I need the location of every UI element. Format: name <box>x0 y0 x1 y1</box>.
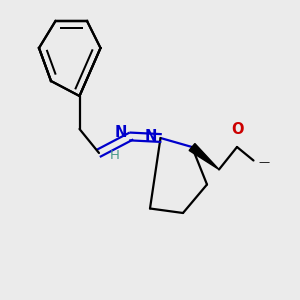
Text: O: O <box>232 122 244 137</box>
Text: N: N <box>144 129 157 144</box>
Text: —: — <box>258 157 269 167</box>
Text: H: H <box>110 149 119 162</box>
Polygon shape <box>189 143 219 170</box>
Text: N: N <box>115 125 127 140</box>
